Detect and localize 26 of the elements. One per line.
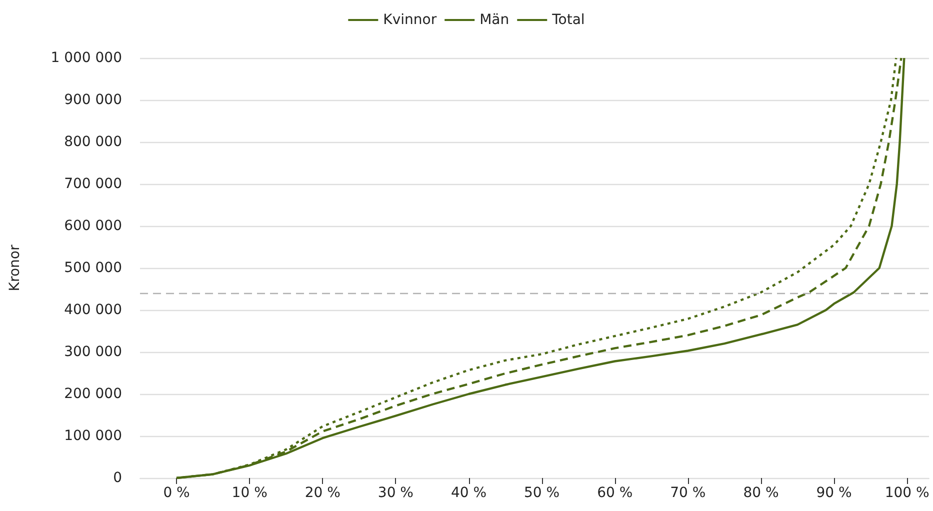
y-tick-label: 0 <box>113 470 122 486</box>
x-tick-label: 50 % <box>524 485 560 501</box>
y-tick-label: 600 000 <box>64 218 122 234</box>
y-tick-label: 700 000 <box>64 176 122 192</box>
x-tick-label: 80 % <box>743 485 779 501</box>
y-tick-label: 200 000 <box>64 386 122 402</box>
x-tick-label: 70 % <box>670 485 706 501</box>
x-tick-label: 40 % <box>450 485 487 501</box>
x-tick-label: 60 % <box>597 485 633 501</box>
y-tick-label: 100 000 <box>64 428 122 444</box>
x-tick-label: 30 % <box>378 485 414 501</box>
y-tick-label: 300 000 <box>64 344 122 360</box>
y-axis-title: Kronor <box>7 244 23 292</box>
y-tick-label: 500 000 <box>64 260 122 276</box>
legend-label: Kvinnor <box>383 12 437 28</box>
legend-label: Män <box>480 12 510 28</box>
y-tick-label: 400 000 <box>64 302 122 318</box>
y-tick-label: 900 000 <box>64 92 122 108</box>
x-tick-label: 100 % <box>884 485 930 501</box>
x-tick-label: 0 % <box>163 485 190 501</box>
x-tick-label: 90 % <box>816 485 852 501</box>
x-tick-label: 10 % <box>232 485 268 501</box>
y-tick-label: 1 000 000 <box>50 50 122 66</box>
legend-label: Total <box>551 12 585 28</box>
x-tick-label: 20 % <box>304 485 340 501</box>
y-tick-label: 800 000 <box>64 134 122 150</box>
